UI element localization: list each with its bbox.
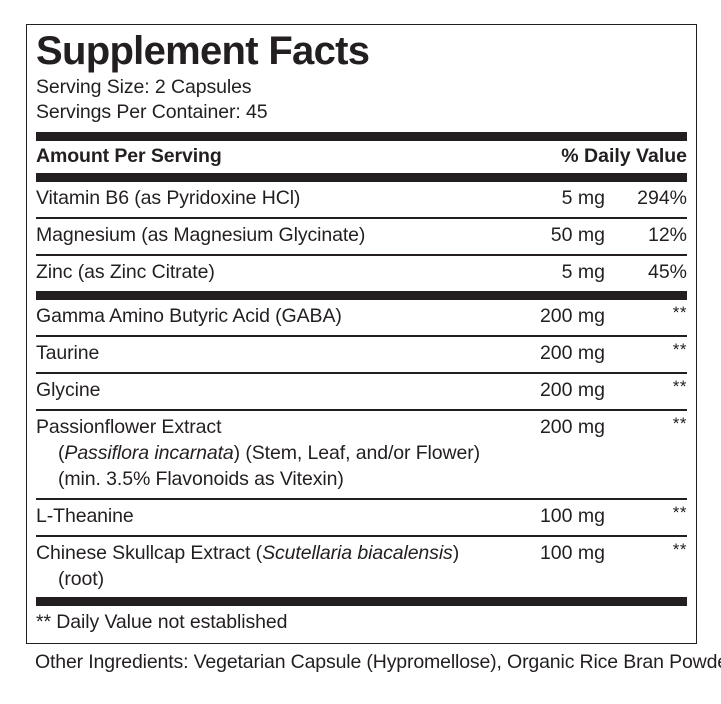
ingredient-name: Chinese Skullcap Extract ( <box>36 541 263 564</box>
ingredient-name: Gamma Amino Butyric Acid (GABA) <box>36 305 342 328</box>
ingredient-name-block: Passionflower Extract (Passiflora incarn… <box>36 411 487 498</box>
ingredient-daily-value: ** <box>672 502 687 522</box>
ingredient-amount: 200 mg <box>539 305 605 328</box>
table-row: Chinese Skullcap Extract (Scutellaria bi… <box>36 537 687 598</box>
divider-thin <box>36 217 687 220</box>
divider-thin <box>36 254 687 257</box>
ingredient-daily-value: ** <box>672 303 687 323</box>
botanical-name: Scutellaria biacalensis <box>262 541 453 564</box>
ingredient-name: Glycine <box>36 379 101 402</box>
ingredient-detail-line-1: (Passiflora incarnata) (Stem, Leaf, and/… <box>36 441 487 467</box>
nutrient-amount: 50 mg <box>550 224 605 247</box>
ingredient-name-block: Chinese Skullcap Extract (Scutellaria bi… <box>36 537 487 598</box>
daily-value-footnote: ** Daily Value not established <box>36 611 288 634</box>
ingredient-daily-value: ** <box>672 340 687 360</box>
other-ingredients: Other Ingredients: Vegetarian Capsule (H… <box>35 651 721 673</box>
divider-thin <box>36 372 687 375</box>
ingredient-detail-line-2: (root) <box>58 567 104 590</box>
detail-parts: ) (Stem, Leaf, and/or Flower) <box>233 441 481 464</box>
table-row: Vitamin B6 (as Pyridoxine HCl) 5 mg 294% <box>36 182 687 217</box>
divider-thin <box>36 534 687 537</box>
ingredient-amount: 100 mg <box>539 504 605 527</box>
botanical-name: Passiflora incarnata <box>64 441 234 464</box>
ingredient-name: L-Theanine <box>36 504 134 527</box>
table-row: Gamma Amino Butyric Acid (GABA) 200 mg *… <box>36 300 687 335</box>
serving-size: Serving Size: 2 Capsules <box>36 75 252 98</box>
table-row: L-Theanine 100 mg ** <box>36 500 687 535</box>
detail-paren-open: ( <box>58 441 65 464</box>
nutrient-name: Vitamin B6 (as Pyridoxine HCl) <box>36 187 301 210</box>
divider-thin <box>36 335 687 338</box>
nutrient-amount: 5 mg <box>561 261 605 284</box>
ingredient-amount: 200 mg <box>539 379 605 402</box>
label-header: Supplement Facts Serving Size: 2 Capsule… <box>36 29 687 132</box>
divider-thick-top <box>36 131 687 141</box>
table-row: Glycine 200 mg ** <box>36 374 687 409</box>
divider-thick-header <box>36 173 687 183</box>
nutrient-daily-value: 294% <box>637 187 687 210</box>
table-row: Taurine 200 mg ** <box>36 337 687 372</box>
servings-per-container: Servings Per Container: 45 <box>36 100 268 123</box>
ingredient-daily-value: ** <box>672 377 687 397</box>
ingredient-daily-value: ** <box>672 413 687 433</box>
divider-thick-footnote <box>36 597 687 607</box>
table-row: Magnesium (as Magnesium Glycinate) 50 mg… <box>36 219 687 254</box>
table-row: Passionflower Extract (Passiflora incarn… <box>36 411 687 498</box>
divider-thin <box>36 497 687 500</box>
column-header-amount-per-serving: Amount Per Serving <box>36 144 222 167</box>
ingredient-amount: 200 mg <box>539 415 605 438</box>
ingredient-name-suffix: ) <box>452 541 460 564</box>
ingredient-amount: 100 mg <box>539 541 605 564</box>
divider-thick-blend <box>36 291 687 301</box>
divider-thin <box>36 408 687 411</box>
ingredient-name: Passionflower Extract <box>36 415 222 438</box>
nutrient-amount: 5 mg <box>561 187 605 210</box>
nutrient-daily-value: 45% <box>647 261 687 284</box>
ingredient-amount: 200 mg <box>539 342 605 365</box>
ingredient-detail-line-2: (min. 3.5% Flavonoids as Vitexin) <box>58 467 344 490</box>
table-header-row: Amount Per Serving % Daily Value <box>36 141 687 174</box>
column-header-percent-daily-value: % Daily Value <box>561 144 687 167</box>
ingredient-daily-value: ** <box>672 539 687 559</box>
page-title: Supplement Facts <box>36 29 370 73</box>
supplement-facts-panel: Supplement Facts Serving Size: 2 Capsule… <box>26 24 697 644</box>
nutrient-daily-value: 12% <box>647 224 687 247</box>
nutrient-name: Magnesium (as Magnesium Glycinate) <box>36 224 366 247</box>
ingredient-name: Taurine <box>36 342 100 365</box>
nutrient-name: Zinc (as Zinc Citrate) <box>36 261 215 284</box>
table-row: Zinc (as Zinc Citrate) 5 mg 45% <box>36 256 687 291</box>
